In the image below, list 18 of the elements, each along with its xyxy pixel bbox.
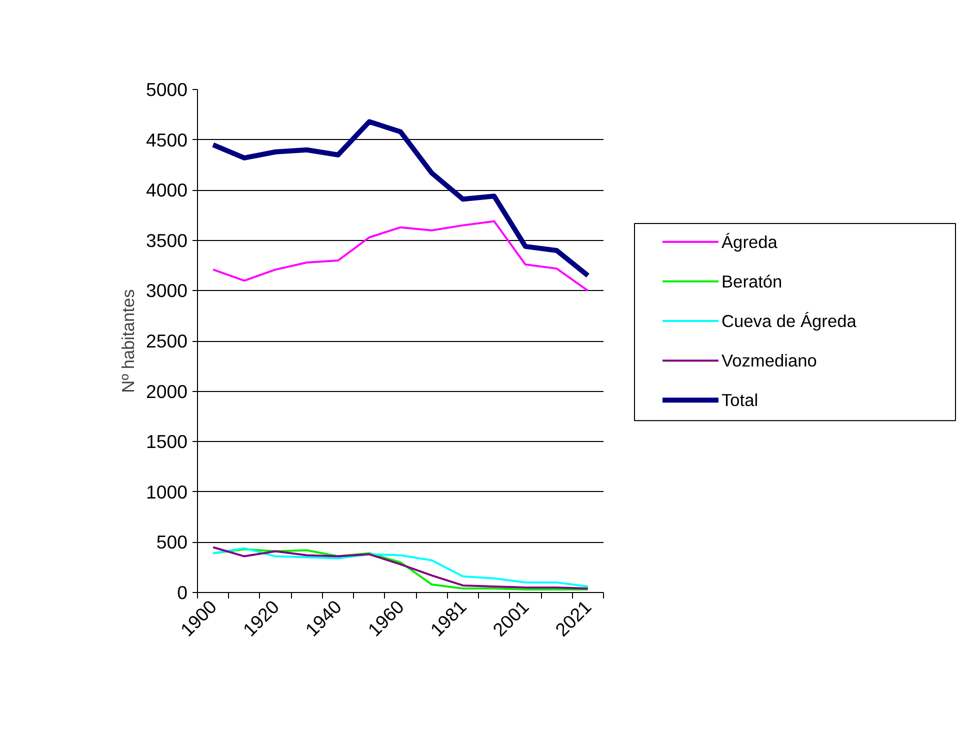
legend-label: Cueva de Ágreda: [722, 310, 857, 331]
legend-label: Beratón: [722, 271, 782, 292]
y-tick-label: 2000: [146, 380, 188, 402]
y-tick-label: 4000: [146, 180, 188, 201]
y-tick-label: 1000: [146, 481, 188, 502]
y-tick-label: 1500: [146, 431, 188, 452]
line-series: [212, 220, 589, 292]
y-tick-label: 3000: [146, 280, 188, 302]
y-tick-label: 4500: [146, 129, 188, 150]
legend-label: Total: [722, 390, 758, 410]
legend-label: Ágreda: [722, 232, 778, 252]
y-tick-label: 0: [177, 582, 188, 603]
y-axis-title: Nº habitantes: [118, 288, 138, 393]
y-tick-label: 500: [156, 532, 188, 553]
y-tick-label: 2500: [146, 330, 188, 352]
legend-label: Vozmediano: [722, 350, 817, 371]
y-tick-label: 5000: [146, 79, 188, 100]
y-tick-label: 3500: [146, 230, 188, 251]
